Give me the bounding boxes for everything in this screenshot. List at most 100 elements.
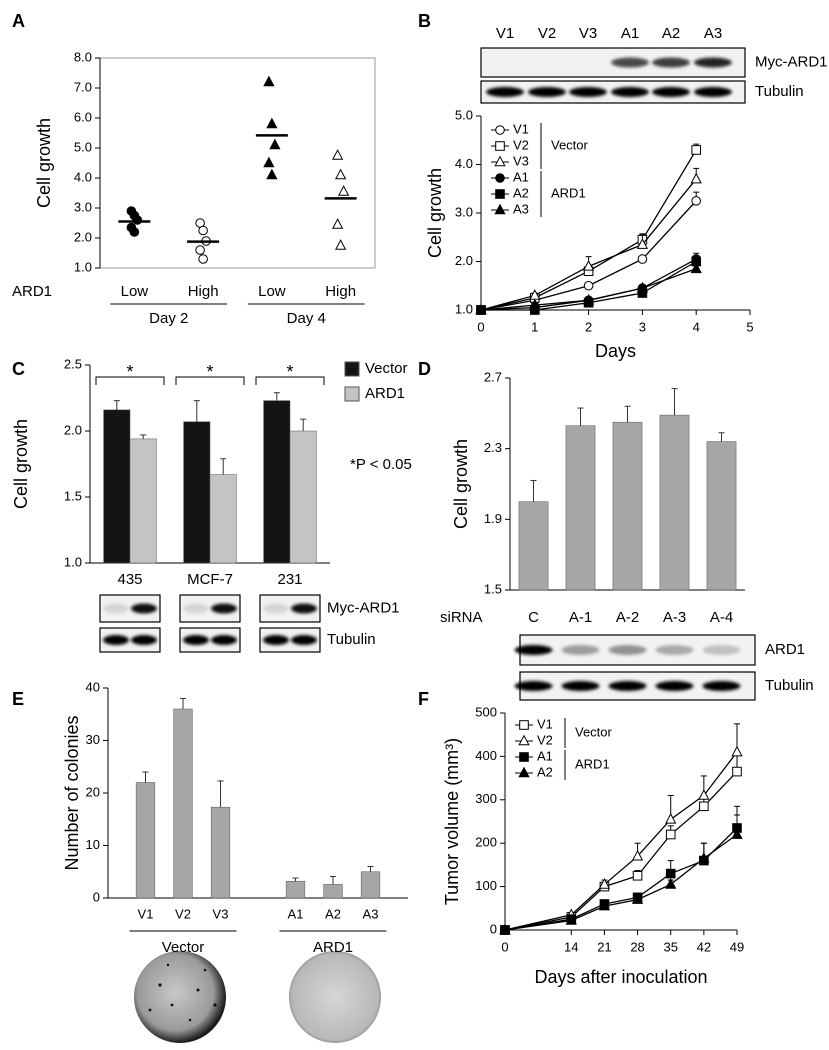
blot-band <box>702 645 741 655</box>
bar <box>183 421 211 564</box>
y-tick-label: 4.0 <box>455 156 473 171</box>
significance-label: * <box>206 362 213 382</box>
marker <box>699 801 709 812</box>
blot-band <box>103 603 129 614</box>
bar <box>209 474 237 564</box>
blot-band <box>263 603 289 614</box>
y-tick-label: 2.0 <box>64 422 82 437</box>
category-label: A-3 <box>663 609 686 626</box>
y-tick-label: 6.0 <box>74 109 92 124</box>
group-label: Day 2 <box>149 310 188 327</box>
y-tick-label: 10 <box>86 837 100 852</box>
marker <box>598 899 611 911</box>
legend-label: Vector <box>365 360 408 377</box>
marker <box>565 914 577 925</box>
y-tick-label: 30 <box>86 732 100 747</box>
category-label: A3 <box>363 906 379 921</box>
y-tick-label: 3.0 <box>74 199 92 214</box>
marker <box>494 155 506 167</box>
marker <box>731 745 743 757</box>
y-axis-label: Cell growth <box>425 168 445 258</box>
y-tick-label: 1.0 <box>455 301 473 316</box>
marker <box>632 870 643 881</box>
marker <box>518 766 530 778</box>
marker <box>266 117 278 129</box>
y-tick-label: 8.0 <box>74 49 92 64</box>
marker <box>334 239 347 250</box>
blot-lane-label: V1 <box>496 25 514 42</box>
blot-lane-label: A3 <box>704 25 722 42</box>
x-tick-label: 1 <box>531 319 538 334</box>
y-tick-label: 20 <box>86 784 100 799</box>
x-axis-label: Days <box>595 341 636 361</box>
marker <box>732 766 742 777</box>
group-label: Vector <box>162 939 205 956</box>
marker <box>698 852 710 863</box>
blot-band <box>263 635 289 645</box>
category-label: A-4 <box>710 609 733 626</box>
bar <box>360 871 381 899</box>
legend-label: V2 <box>537 732 553 747</box>
blot-band <box>131 603 157 614</box>
marker <box>331 218 344 229</box>
blot-band <box>183 635 209 645</box>
marker <box>518 734 530 746</box>
marker <box>637 254 648 264</box>
marker <box>499 923 511 935</box>
y-tick-label: 1.9 <box>484 511 502 526</box>
blot-band <box>655 645 694 655</box>
blot-band <box>561 681 600 691</box>
category-label: A2 <box>325 906 341 921</box>
legend-label: A1 <box>513 169 529 184</box>
y-tick-label: 500 <box>475 704 497 719</box>
category-label: V1 <box>138 906 154 921</box>
marker <box>337 185 350 196</box>
y-axis-label: Cell growth <box>451 439 471 529</box>
blot-label: Myc-ARD1 <box>755 53 828 70</box>
y-tick-label: 200 <box>475 835 497 850</box>
y-tick-label: 0 <box>490 921 497 936</box>
blot-band <box>611 57 649 68</box>
category-label: V2 <box>175 906 191 921</box>
x-tick-label: 35 <box>663 939 677 954</box>
y-tick-label: 1.5 <box>64 488 82 503</box>
blot-band <box>655 681 694 691</box>
y-axis-label: Number of colonies <box>62 715 82 870</box>
legend-label: V2 <box>513 137 529 152</box>
colony-dish <box>134 951 226 1043</box>
marker <box>263 75 275 87</box>
x-tick-label: 42 <box>697 939 711 954</box>
marker <box>129 227 140 237</box>
group-label: ARD1 <box>313 939 353 956</box>
y-tick-label: 2.7 <box>484 369 502 384</box>
bar <box>323 884 343 899</box>
legend-label: V1 <box>513 121 529 136</box>
blot-band <box>652 57 690 68</box>
marker <box>665 829 676 840</box>
category-label: MCF-7 <box>187 571 233 588</box>
significance-bracket <box>95 376 165 385</box>
marker <box>263 156 275 168</box>
y-tick-label: 100 <box>475 878 497 893</box>
bar <box>612 421 643 591</box>
bar <box>135 782 156 899</box>
blot-band <box>131 635 157 645</box>
legend-swatch <box>344 386 360 402</box>
marker <box>198 225 208 236</box>
marker <box>665 812 677 824</box>
bar <box>706 441 737 591</box>
bar <box>565 425 596 591</box>
legend-label: V1 <box>537 716 553 731</box>
plot-frame <box>99 57 376 269</box>
y-tick-label: 2.5 <box>64 356 82 371</box>
x-tick-label: 3 <box>639 319 646 334</box>
marker <box>195 245 205 255</box>
bar <box>289 430 317 564</box>
marker <box>582 259 595 271</box>
blot-band <box>514 681 553 691</box>
y-tick-label: 5.0 <box>74 139 92 154</box>
row-label: ARD1 <box>12 283 52 300</box>
panel-letter: F <box>418 689 429 709</box>
